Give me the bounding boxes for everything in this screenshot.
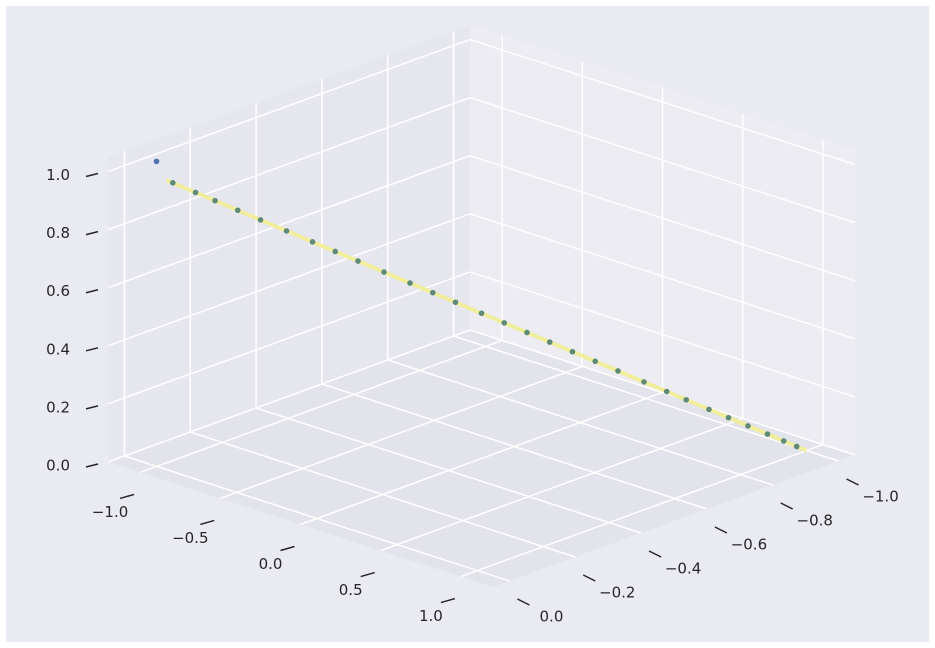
point bbox=[524, 329, 530, 336]
x-tick-label: −1.0 bbox=[92, 503, 128, 521]
x-tick-label: 1.0 bbox=[419, 607, 443, 625]
z-tick-label: 0.4 bbox=[46, 340, 70, 358]
point bbox=[592, 358, 599, 365]
x-tick-label: −0.5 bbox=[172, 529, 208, 547]
grid-line bbox=[321, 383, 708, 510]
z-tick-label: 0.0 bbox=[46, 457, 70, 475]
point bbox=[641, 379, 647, 385]
grid-line bbox=[469, 96, 856, 224]
z-tick-label: 0.8 bbox=[46, 224, 70, 242]
point bbox=[725, 414, 732, 421]
grid-line bbox=[220, 365, 583, 500]
point bbox=[478, 310, 485, 317]
grid-line bbox=[107, 96, 471, 231]
point bbox=[569, 348, 576, 355]
point bbox=[234, 207, 241, 214]
tick-mark bbox=[280, 545, 295, 552]
y-tick-label: 0.0 bbox=[540, 608, 564, 626]
point bbox=[452, 299, 459, 306]
grid-line bbox=[300, 391, 663, 526]
point bbox=[192, 189, 199, 196]
grid-line bbox=[107, 38, 471, 173]
point bbox=[355, 258, 361, 264]
point bbox=[169, 180, 176, 186]
point bbox=[683, 396, 690, 403]
grid-line bbox=[469, 38, 856, 166]
y-tick-label: −1.0 bbox=[862, 488, 898, 506]
point bbox=[212, 197, 218, 204]
grid-line bbox=[469, 213, 856, 340]
grid-line bbox=[107, 213, 471, 347]
point bbox=[546, 339, 553, 345]
tick-mark bbox=[85, 230, 99, 236]
pane-left-wall bbox=[108, 25, 470, 462]
tick-mark bbox=[582, 574, 596, 582]
point bbox=[332, 248, 339, 255]
grid-line bbox=[190, 431, 576, 558]
point bbox=[309, 239, 316, 245]
grid-line bbox=[107, 155, 471, 289]
tick-mark bbox=[119, 493, 135, 500]
tick-mark bbox=[440, 597, 456, 604]
grid-line bbox=[124, 455, 510, 582]
tick-mark bbox=[85, 405, 99, 410]
point bbox=[615, 368, 621, 374]
tick-mark bbox=[85, 288, 99, 294]
point bbox=[429, 289, 436, 296]
z-tick-label: 0.6 bbox=[46, 282, 70, 300]
grid-line bbox=[453, 335, 839, 462]
grid-line bbox=[107, 271, 471, 405]
point bbox=[407, 280, 413, 286]
tick-mark bbox=[714, 526, 728, 534]
z-tick-label: 1.0 bbox=[46, 166, 70, 184]
point bbox=[257, 217, 264, 223]
tick-mark bbox=[200, 519, 215, 526]
grid-line bbox=[139, 339, 503, 474]
tick-mark bbox=[85, 172, 99, 178]
grid-line bbox=[469, 271, 856, 398]
grid-line bbox=[469, 329, 856, 456]
tick-mark bbox=[846, 478, 859, 486]
grid-line bbox=[460, 443, 824, 578]
tick-mark bbox=[360, 571, 375, 578]
x-tick-label: 0.0 bbox=[259, 555, 283, 573]
point bbox=[780, 438, 787, 444]
tick-mark bbox=[517, 598, 530, 606]
tick-mark bbox=[780, 502, 794, 510]
point bbox=[745, 423, 751, 429]
fit-line bbox=[165, 178, 808, 453]
point bbox=[153, 158, 160, 165]
point bbox=[663, 388, 670, 395]
tick-mark bbox=[85, 463, 99, 468]
tick-mark bbox=[85, 347, 99, 352]
point bbox=[706, 406, 712, 413]
grid-line bbox=[255, 407, 642, 534]
z-tick-label: 0.2 bbox=[46, 398, 70, 416]
point bbox=[793, 443, 800, 450]
point bbox=[501, 320, 508, 326]
grid-line bbox=[380, 417, 743, 552]
x-tick-label: 0.5 bbox=[339, 581, 363, 599]
y-tick-label: −0.2 bbox=[599, 584, 635, 602]
grid-line bbox=[469, 155, 856, 282]
y-tick-label: −0.4 bbox=[665, 560, 701, 578]
grid-line bbox=[107, 329, 471, 463]
point bbox=[283, 228, 290, 234]
y-tick-label: −0.8 bbox=[797, 512, 833, 530]
grid-line bbox=[387, 359, 773, 486]
point bbox=[381, 269, 387, 275]
point bbox=[764, 431, 771, 437]
y-tick-label: −0.6 bbox=[731, 536, 767, 554]
tick-mark bbox=[648, 550, 662, 558]
